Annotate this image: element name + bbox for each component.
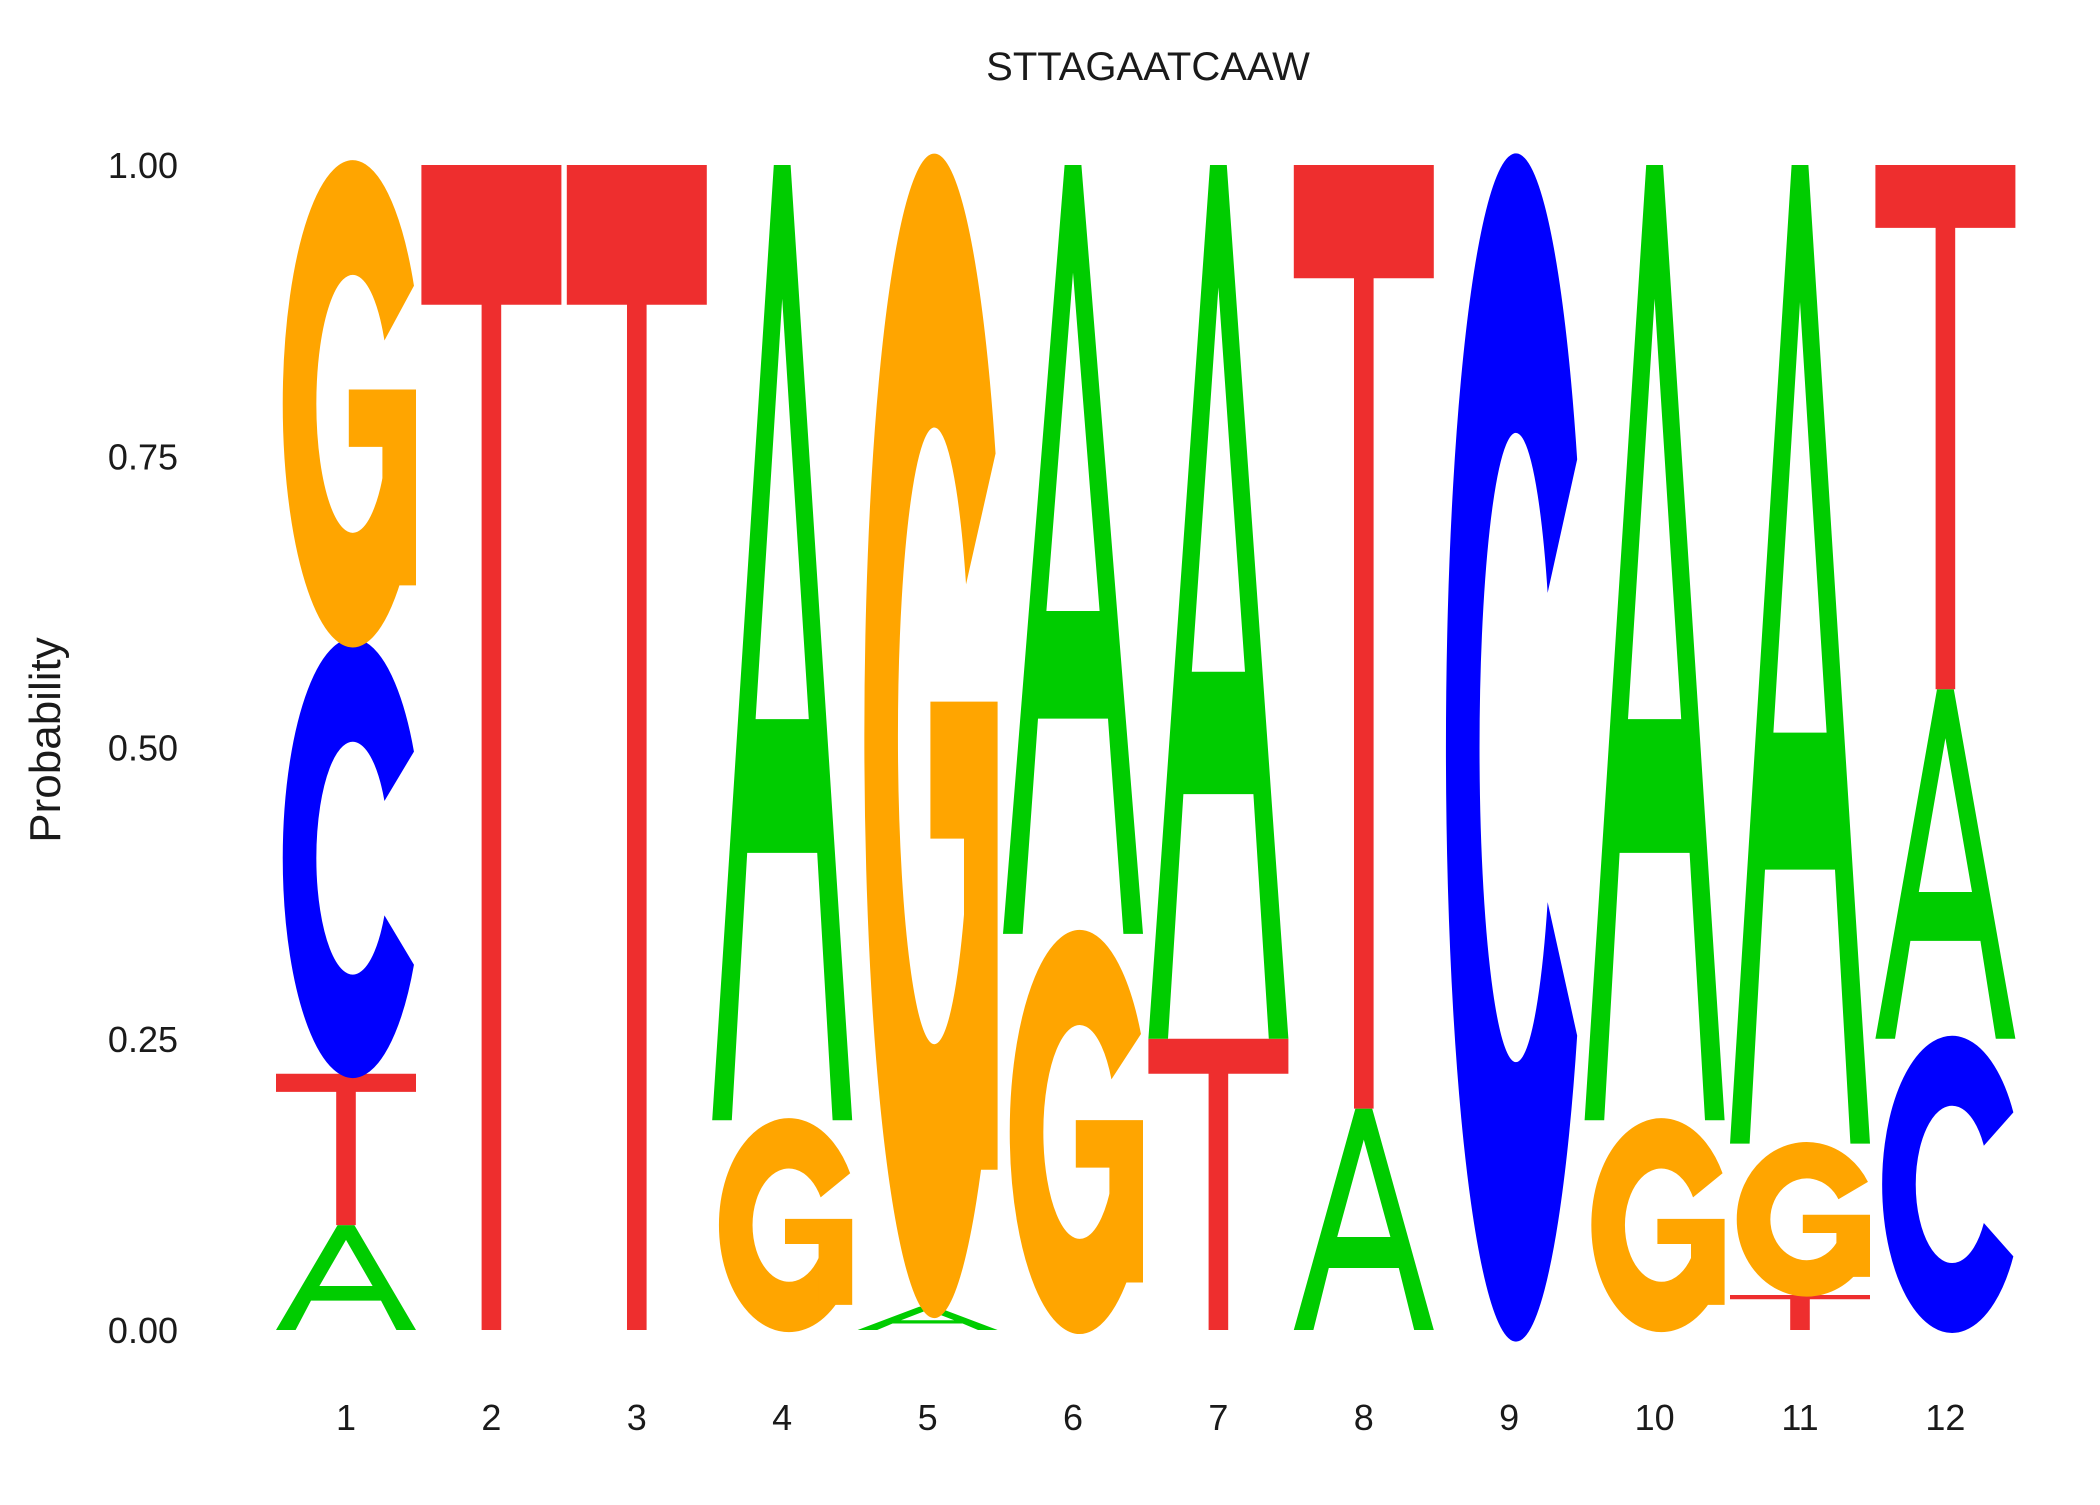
letter-c-pos-12 <box>1882 1035 2014 1333</box>
letter-g-pos-6 <box>1009 929 1143 1334</box>
x-tick-label: 12 <box>1925 1397 1965 1438</box>
x-tick-label: 11 <box>1781 1397 1818 1438</box>
y-tick-label: 1.00 <box>108 145 178 186</box>
x-tick-label: 7 <box>1208 1397 1228 1438</box>
y-tick-label: 0.50 <box>108 728 178 769</box>
letter-g-pos-11 <box>1736 1142 1870 1297</box>
x-tick-label: 4 <box>772 1397 792 1438</box>
x-tick-label: 8 <box>1354 1397 1374 1438</box>
letter-a-pos-7 <box>1148 165 1289 1039</box>
y-tick-label: 0.75 <box>108 436 178 477</box>
letter-a-pos-11 <box>1730 165 1870 1144</box>
x-tick-labels: 1 2 3 4 5 6 7 8 9 10 11 12 <box>336 1397 1965 1438</box>
letter-a-pos-4 <box>712 165 853 1121</box>
letter-t-pos-12 <box>1875 165 2016 690</box>
x-tick-label: 5 <box>918 1397 938 1438</box>
letter-c-pos-9 <box>1445 153 1578 1342</box>
letter-a-pos-6 <box>1003 165 1143 934</box>
letter-g-pos-10 <box>1591 1118 1725 1332</box>
x-tick-label: 9 <box>1499 1397 1519 1438</box>
letter-t-pos-2 <box>421 165 562 1330</box>
letter-g-pos-4 <box>718 1118 853 1332</box>
x-tick-label: 3 <box>627 1397 647 1438</box>
x-tick-label: 10 <box>1635 1397 1675 1438</box>
letter-t-pos-3 <box>566 165 707 1330</box>
letter-a-pos-8 <box>1293 1108 1434 1330</box>
letter-t-pos-7 <box>1148 1038 1289 1330</box>
y-axis-label: Probability <box>21 637 70 842</box>
y-tick-label: 0.00 <box>108 1310 178 1351</box>
letter-a-pos-12 <box>1875 689 2016 1039</box>
letter-t-pos-1 <box>276 1073 416 1226</box>
letter-c-pos-1 <box>282 638 414 1078</box>
letter-t-pos-11 <box>1730 1295 1870 1330</box>
x-tick-label: 2 <box>481 1397 501 1438</box>
letter-a-pos-5 <box>857 1306 998 1330</box>
letter-a-pos-1 <box>276 1225 416 1330</box>
x-tick-label: 6 <box>1063 1397 1083 1438</box>
letter-g-pos-5 <box>864 153 998 1319</box>
x-tick-label: 1 <box>336 1397 356 1438</box>
letter-a-pos-10 <box>1584 165 1725 1121</box>
chart-title: STTAGAATCAAW <box>986 45 1310 89</box>
logo-letters <box>276 153 2016 1342</box>
y-tick-labels: 0.00 0.25 0.50 0.75 1.00 <box>108 145 178 1351</box>
y-tick-label: 0.25 <box>108 1019 178 1060</box>
letter-g-pos-1 <box>282 160 416 648</box>
letter-t-pos-8 <box>1293 165 1434 1109</box>
